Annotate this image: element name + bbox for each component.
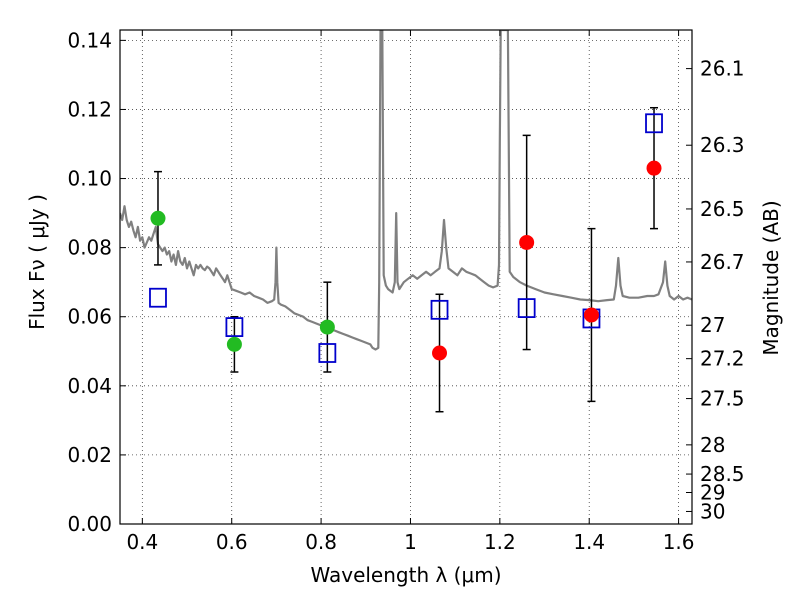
y-tick-label: 0.08	[67, 236, 112, 260]
photometry-point	[646, 160, 662, 176]
y2-tick-label: 26.5	[700, 197, 745, 221]
y-axis: 0.00 0.02 0.04 0.06 0.08 0.10 0.12 0.14	[67, 28, 126, 536]
y2-tick-label: 27	[700, 313, 725, 337]
photometry-point	[583, 307, 599, 323]
y2-tick-label: 26.7	[700, 250, 745, 274]
model-square-point	[517, 298, 536, 318]
y2-tick-label: 29	[700, 480, 725, 504]
y2-tick-label: 28	[700, 433, 725, 457]
y2-tick-label: 26.3	[700, 133, 745, 157]
x-tick-label: 1.6	[663, 530, 695, 554]
x-tick-label: 0.4	[126, 530, 158, 554]
photometry-point	[319, 319, 335, 335]
y-axis-label: Flux Fν ( μJy )	[25, 194, 49, 330]
photometry-point	[432, 345, 448, 361]
spectrum-line	[120, 30, 692, 351]
model-square-point	[149, 287, 167, 308]
y2-axis-label: Magnitude (AB)	[759, 200, 783, 355]
y-tick-label: 0.04	[67, 374, 112, 398]
plot-frame	[119, 29, 693, 525]
y2-tick-label: 28.5	[700, 462, 745, 486]
x-axis: 0.4 0.6 0.8 1 1.2 1.4 1.6	[126, 30, 695, 554]
y-tick-label: 0.02	[67, 443, 112, 467]
x-tick-label: 0.8	[305, 530, 337, 554]
y-tick-label: 0.14	[67, 28, 112, 52]
photometry-point	[519, 234, 535, 250]
x-tick-label: 1.2	[484, 530, 516, 554]
model-square-point	[645, 113, 663, 134]
y-tick-label: 0.00	[67, 512, 112, 536]
x-tick-label: 1	[404, 530, 417, 554]
model-square-point	[430, 299, 449, 320]
model-square-point	[225, 317, 244, 337]
x-axis-label: Wavelength λ (μm)	[310, 563, 501, 587]
y-tick-label: 0.10	[67, 167, 112, 191]
x-tick-label: 1.4	[573, 530, 605, 554]
grid	[120, 30, 692, 525]
y2-tick-label: 26.1	[700, 57, 745, 81]
model-square-point	[318, 343, 337, 363]
x-tick-label: 0.6	[216, 530, 248, 554]
y2-tick-label: 27.2	[700, 347, 745, 371]
y-tick-label: 0.12	[67, 97, 112, 121]
photometry-point	[150, 210, 166, 226]
photometry-point	[226, 336, 242, 352]
y-tick-label: 0.06	[67, 305, 112, 329]
y2-tick-label: 30	[700, 499, 725, 523]
y2-tick-label: 27.5	[700, 387, 745, 411]
plot-area	[120, 30, 692, 413]
